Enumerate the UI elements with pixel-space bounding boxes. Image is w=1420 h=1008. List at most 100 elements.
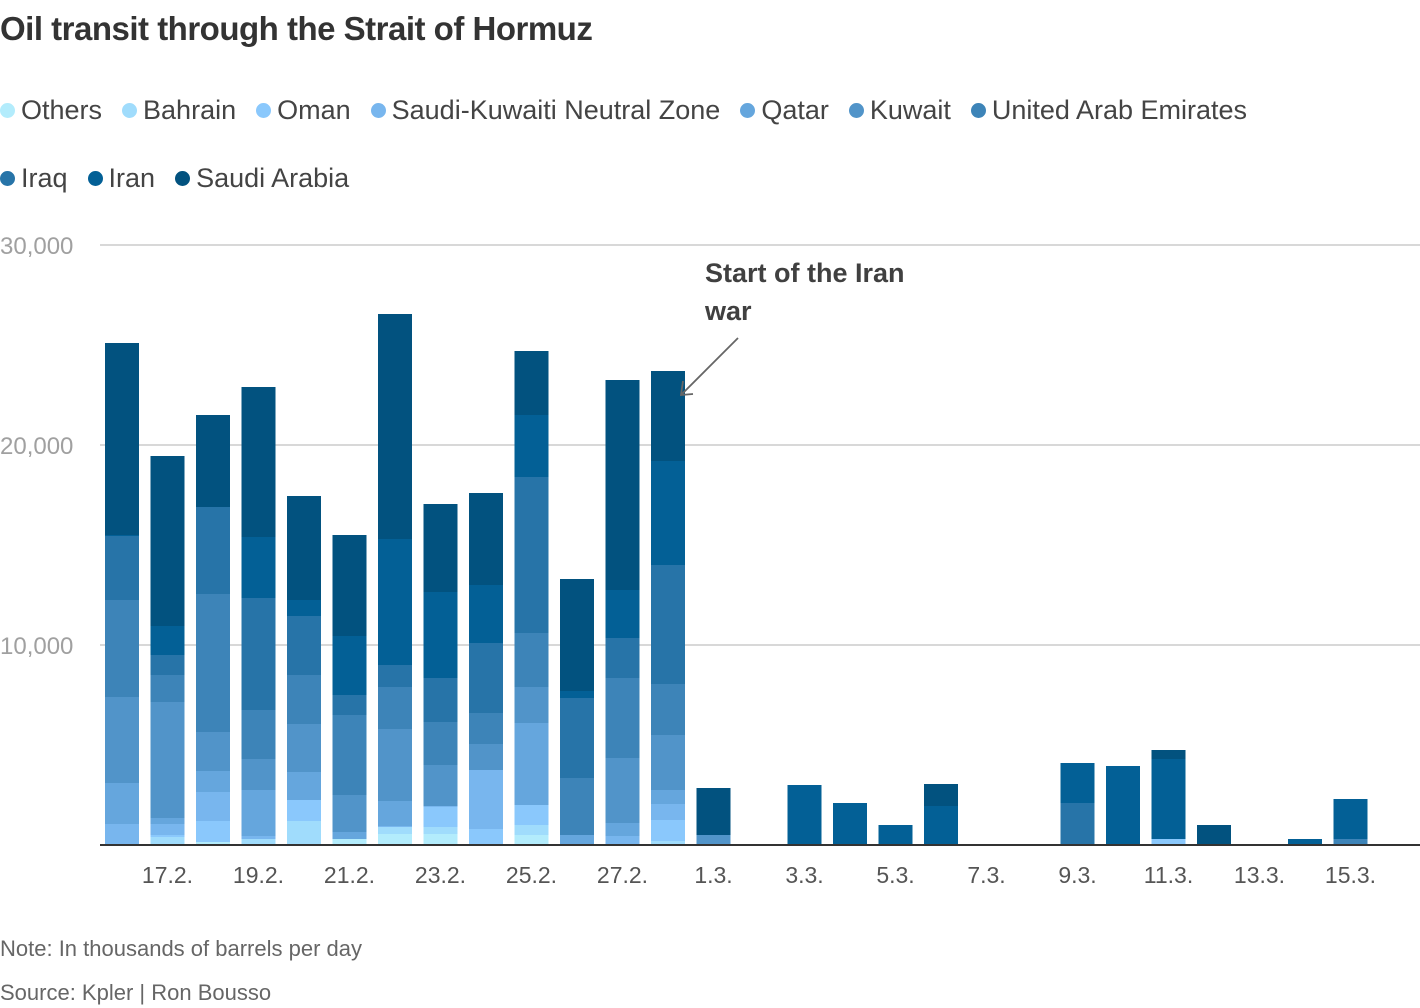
- legend-label: Saudi-Kuwaiti Neutral Zone: [391, 94, 721, 125]
- bar-segment: [514, 723, 549, 805]
- x-tick-label: 21.2.: [324, 862, 375, 888]
- legend-swatch: [0, 170, 15, 186]
- bar-segment: [105, 536, 139, 600]
- legend-item: Kuwait: [848, 92, 951, 128]
- bar-segment: [150, 702, 185, 818]
- annotation-text: war: [704, 296, 752, 326]
- bar-segment: [196, 821, 230, 842]
- annotation-arrow: [680, 337, 739, 396]
- y-tick-label: 30,000: [0, 233, 73, 260]
- bar-segment: [469, 585, 503, 643]
- bar-segment: [1151, 750, 1186, 759]
- bar-segment: [560, 698, 594, 778]
- legend-label: United Arab Emirates: [991, 94, 1248, 125]
- bar-segment: [105, 600, 139, 697]
- bar-segment: [651, 735, 685, 790]
- legend-swatch: [122, 102, 138, 118]
- bar-segment: [833, 803, 867, 845]
- bar-segment: [423, 678, 458, 722]
- bar-segment: [1333, 799, 1368, 839]
- bar-segment: [514, 825, 549, 835]
- bar-segment: [378, 314, 412, 539]
- bar-segment: [378, 834, 412, 845]
- bar-segment: [469, 770, 503, 829]
- bar-segment: [105, 783, 139, 824]
- bar-segment: [423, 834, 458, 845]
- bar-segment: [287, 600, 321, 616]
- legend-swatch: [175, 170, 191, 186]
- bar-segment: [423, 806, 458, 807]
- bar-segment: [241, 759, 276, 790]
- bar-segment: [1197, 825, 1231, 845]
- bar-segment: [696, 788, 731, 835]
- bar-segment: [469, 493, 503, 585]
- bar-segment: [514, 687, 549, 723]
- legend-item: Saudi-Kuwaiti Neutral Zone: [370, 92, 721, 128]
- legend-item: United Arab Emirates: [970, 92, 1248, 128]
- bar-segment: [196, 842, 230, 845]
- legend-label: Qatar: [761, 94, 829, 125]
- bar-segment: [196, 732, 230, 771]
- bar-segment: [423, 722, 458, 765]
- bar-segment: [105, 824, 139, 845]
- x-tick-label: 17.2.: [142, 862, 193, 888]
- legend-label: Iran: [108, 162, 156, 193]
- x-tick-label: 1.3.: [694, 862, 732, 888]
- bar-segment: [241, 710, 276, 759]
- legend-item: Iraq: [0, 160, 68, 196]
- bar-segment: [924, 806, 958, 845]
- x-tick-label: 13.3.: [1234, 862, 1285, 888]
- bar-segment: [651, 841, 685, 845]
- bar-segment: [423, 827, 458, 834]
- bar-segment: [605, 823, 640, 836]
- bar-segment: [924, 784, 958, 806]
- bar-segment: [332, 832, 367, 839]
- legend-item: Oman: [256, 92, 351, 128]
- legend-label: Saudi Arabia: [196, 162, 350, 193]
- bar-segment: [196, 507, 230, 594]
- bar-segment: [514, 351, 549, 415]
- bar-segment: [469, 713, 503, 744]
- bar-segment: [560, 835, 594, 845]
- legend-item: Bahrain: [122, 92, 236, 128]
- bar-segment: [332, 795, 367, 832]
- legend-label: Kuwait: [869, 94, 951, 125]
- legend-label: Oman: [277, 94, 351, 125]
- bar-segment: [378, 687, 412, 729]
- bar-segment: [332, 715, 367, 795]
- bar-segment: [287, 496, 321, 600]
- bar-segment: [605, 678, 640, 758]
- chart-source: Source: Kpler | Ron Bousso: [0, 980, 272, 1005]
- legend-label: Iraq: [21, 162, 68, 193]
- bar-segment: [150, 456, 185, 626]
- bar-segment: [605, 380, 640, 590]
- legend-swatch: [848, 102, 864, 118]
- bar-segment: [241, 387, 276, 537]
- bar-segment: [1060, 763, 1095, 803]
- bar-segment: [560, 579, 594, 691]
- bar-segment: [287, 800, 321, 821]
- bar-segment: [1060, 803, 1095, 845]
- bar-segment: [651, 371, 685, 461]
- bar-segment: [605, 758, 640, 823]
- bar-segment: [514, 805, 549, 825]
- bar-segment: [651, 790, 685, 804]
- bar-segment: [378, 801, 412, 826]
- bar-segment: [651, 820, 685, 841]
- bar-segment: [105, 535, 139, 536]
- bar-segment: [378, 827, 412, 834]
- bar-segment: [514, 477, 549, 633]
- x-tick-label: 5.3.: [876, 862, 914, 888]
- chart-title: Oil transit through the Strait of Hormuz: [0, 10, 593, 47]
- bar-segment: [378, 826, 412, 827]
- bar-segment: [560, 778, 594, 835]
- bar-segment: [196, 771, 230, 792]
- x-tick-label: 3.3.: [785, 862, 823, 888]
- bar-segment: [378, 539, 412, 665]
- bar-segment: [378, 665, 412, 687]
- arrow-head-icon: [679, 380, 694, 396]
- bar-segment: [1151, 759, 1186, 839]
- y-tick-label: 10,000: [0, 633, 73, 660]
- legend-swatch: [970, 102, 986, 118]
